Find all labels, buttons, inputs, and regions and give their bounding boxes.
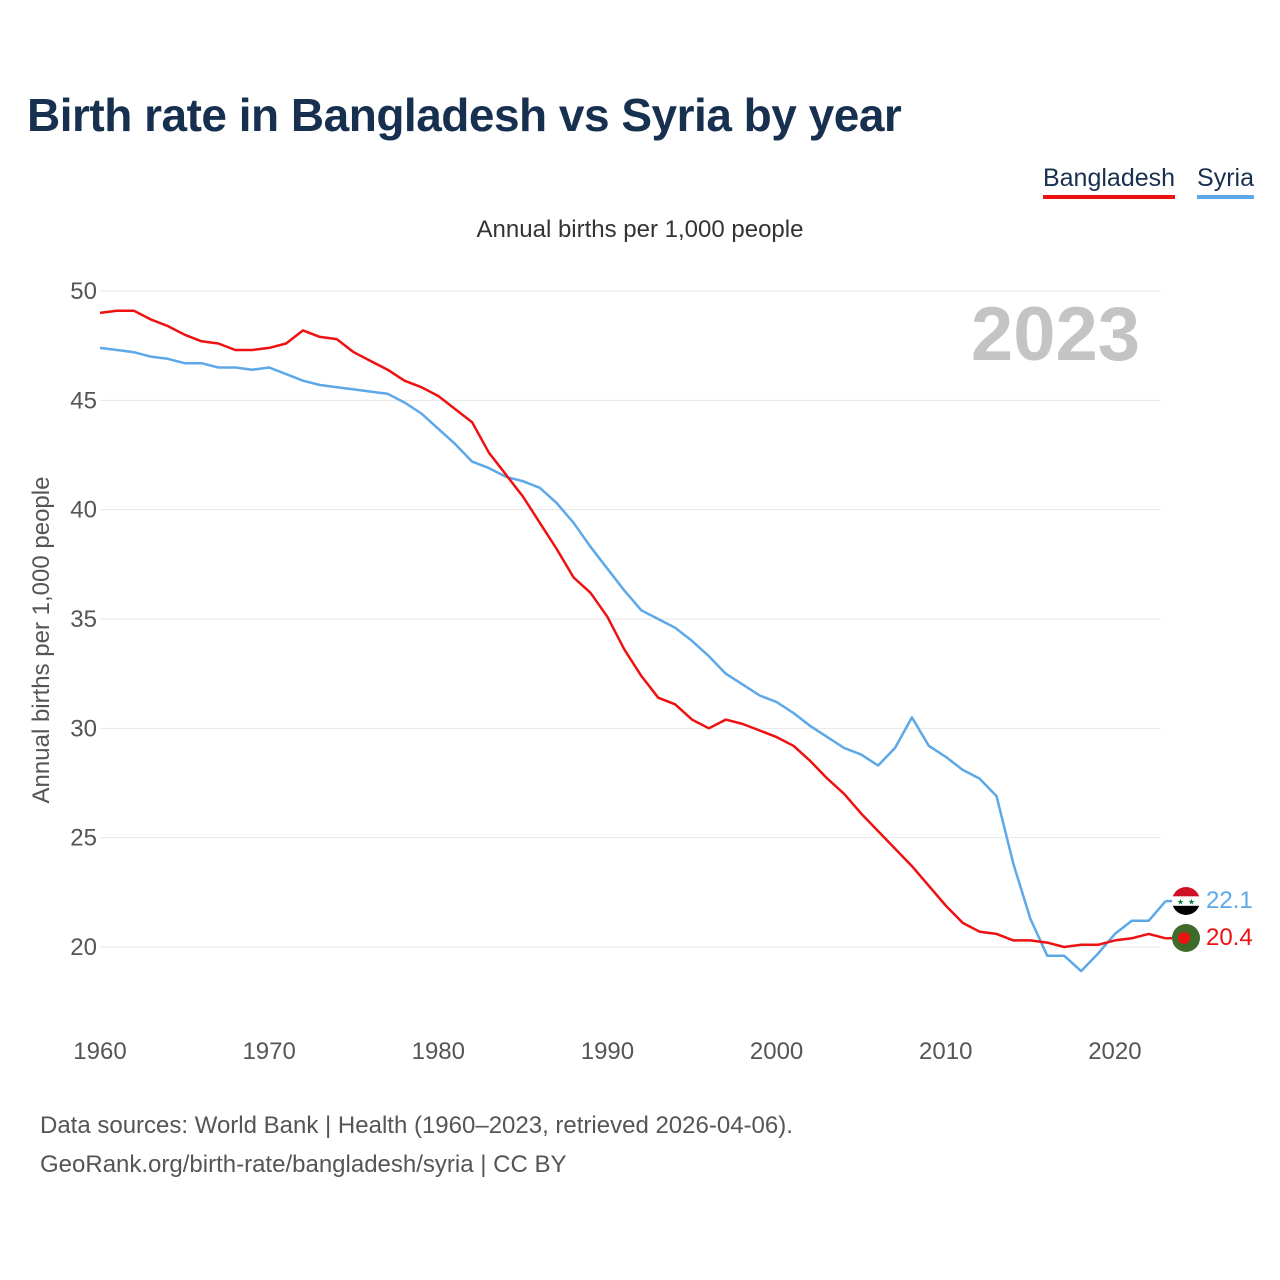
x-tick-label: 2010 (919, 1038, 972, 1065)
y-tick-label: 20 (70, 934, 97, 961)
legend: Bangladesh Syria (1042, 164, 1254, 199)
source-url: GeoRank.org/birth-rate/bangladesh/syria … (40, 1151, 567, 1178)
grid-lines (100, 290, 1161, 948)
y-tick-label: 50 (70, 278, 97, 305)
syria-flag-icon: ★ ★ (1172, 887, 1200, 915)
end-value-labels: 20.4 22.1 (1206, 887, 1253, 951)
x-tick-label: 1990 (581, 1038, 634, 1065)
footer: Data sources: World Bank | Health (1960–… (40, 1106, 793, 1184)
bangladesh-flag-icon (1172, 924, 1200, 952)
end-markers: ★ ★ (1172, 887, 1200, 952)
legend-item-bangladesh[interactable]: Bangladesh (1042, 164, 1176, 199)
x-tick-labels: 1960 1970 1980 1990 2000 2010 2020 (73, 1038, 1141, 1065)
page-title: Birth rate in Bangladesh vs Syria by yea… (27, 89, 902, 141)
y-tick-label: 35 (70, 606, 97, 633)
end-label-bangladesh: 20.4 (1206, 924, 1253, 951)
end-label-syria: 22.1 (1206, 887, 1253, 914)
x-tick-label: 1970 (242, 1038, 295, 1065)
x-tick-label: 1980 (412, 1038, 465, 1065)
series-line-bangladesh (99, 309, 1166, 949)
data-source-note: Data sources: World Bank | Health (1960–… (40, 1112, 793, 1139)
legend-item-syria[interactable]: Syria (1197, 164, 1254, 199)
year-watermark: 2023 (971, 292, 1140, 377)
y-tick-label: 30 (70, 715, 97, 742)
y-tick-label: 45 (70, 387, 97, 414)
series-line-syria (99, 346, 1167, 973)
y-tick-label: 40 (70, 497, 97, 524)
y-tick-labels: 20 25 30 35 40 45 50 (70, 278, 97, 961)
x-tick-label: 2000 (750, 1038, 803, 1065)
svg-text:★: ★ (1188, 898, 1195, 907)
y-tick-label: 25 (70, 825, 97, 852)
series-lines (99, 309, 1172, 973)
chart-subtitle: Annual births per 1,000 people (476, 216, 804, 243)
x-tick-label: 2020 (1088, 1038, 1141, 1065)
x-tick-label: 1960 (73, 1038, 126, 1065)
svg-text:★: ★ (1177, 898, 1184, 907)
